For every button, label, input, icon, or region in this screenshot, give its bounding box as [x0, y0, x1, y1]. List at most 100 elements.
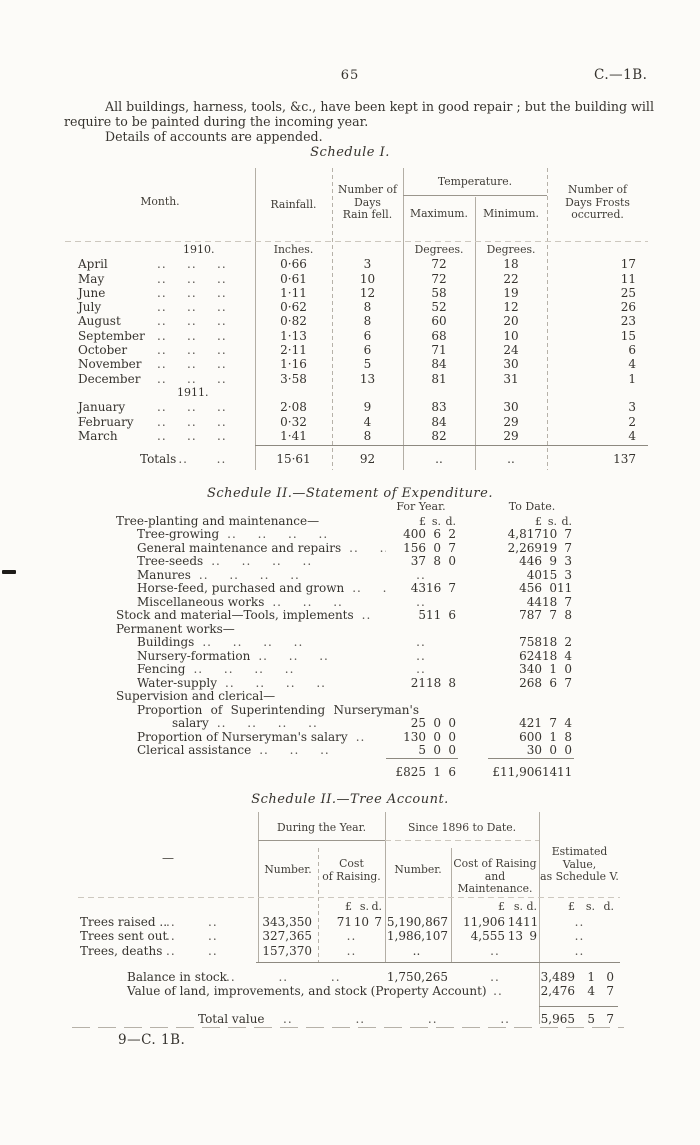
shillings: 18: [542, 594, 558, 609]
frost-days-value: 2: [628, 414, 636, 429]
table-rule: [475, 197, 476, 470]
pence: 7: [374, 914, 382, 929]
rainfall-value: 0·62: [280, 300, 307, 315]
unit-degrees: Degrees.: [414, 243, 464, 256]
table-row: August...... 0·82 8 60 20 23: [65, 314, 648, 328]
table-row: November...... 1·16 5 84 30 4: [65, 357, 648, 371]
shillings-head: s.: [513, 900, 523, 913]
item-label: Horse-feed, purchased and grown: [137, 581, 345, 595]
dot-leader: ..: [157, 314, 167, 329]
schedule2-statement: For Year. To Date. Tree-planting and mai…: [116, 500, 574, 781]
dot-leader: .. .. ..: [226, 970, 341, 984]
dot-leader: ..: [217, 271, 227, 286]
totals-rule: [488, 758, 574, 759]
total-value-row: Total value .. .. .. .. 5,965 5 7: [78, 1012, 620, 1026]
col-header-rainfall: Rainfall.: [270, 198, 317, 211]
pence: 0: [448, 554, 456, 568]
table-rule: [332, 168, 333, 470]
max-temp-value: 72: [431, 271, 447, 286]
group-label: Tree-planting and maintenance—: [116, 513, 320, 528]
totals-label: Totals: [140, 452, 177, 467]
column-heads-row: For Year. To Date.: [116, 500, 572, 514]
col-header-frost-days: Number of Days Frosts occurred.: [565, 183, 630, 221]
item-label: Manures: [137, 567, 191, 582]
blank-value-dots: ..: [574, 914, 585, 929]
expense-row: Horse-feed, purchased and grown .. .. 4316…: [116, 581, 572, 595]
item-label: Fencing: [137, 662, 186, 676]
min-temp-value: 12: [503, 300, 519, 315]
month-label: October: [78, 343, 128, 358]
shillings: 4: [587, 984, 595, 998]
shillings: 6: [549, 675, 557, 690]
pounds: 30: [526, 743, 542, 757]
table-row: July...... 0·62 8 52 12 26: [65, 300, 648, 314]
shillings: 0: [549, 581, 557, 595]
frost-days-value: 26: [620, 300, 636, 315]
rain-days-value: 10: [359, 271, 376, 286]
max-temp-value: 84: [431, 357, 447, 372]
schedule3-title: Schedule II.—Tree Account.: [251, 792, 449, 807]
dot-leader: ..: [355, 729, 366, 744]
totals-rule: [386, 758, 458, 759]
pence: 0: [606, 970, 614, 984]
pence: 9: [529, 929, 537, 943]
row-label: Trees, deaths: [80, 943, 163, 958]
dot-leader: ..: [157, 400, 167, 415]
rainfall-value: 1·16: [280, 357, 307, 372]
item-label: General maintenance and repairs: [137, 540, 342, 555]
table-rule: [258, 840, 385, 841]
lsd-header-row: £ s. d. £ s. d. £ s. d.: [78, 900, 620, 915]
expense-row: Clerical assistance.. .. .. 5 0 0 30 0 0: [116, 743, 572, 757]
month-label: December: [78, 371, 141, 386]
frost-days-value: 4: [628, 357, 636, 372]
during-year-header: During the Year.: [276, 821, 367, 834]
dot-leader: ..: [217, 414, 227, 429]
dot-leader: .. .. .. ..: [193, 662, 295, 676]
shillings: 19: [542, 540, 558, 555]
estimated-value-header: Estimated Value, as Schedule V.: [540, 845, 619, 883]
pound-sign: £: [419, 514, 426, 528]
max-temp-value: 82: [431, 428, 447, 443]
col-header-minimum: Minimum.: [483, 207, 539, 220]
shillings: 11: [426, 608, 442, 622]
pence-head: d.: [526, 900, 537, 913]
dot-leader: .. .. .. ..: [198, 567, 300, 582]
dot-leader: ..: [217, 314, 227, 329]
row-label: Balance in stock: [127, 970, 227, 984]
dot-leader: ..: [217, 257, 227, 272]
expense-row: Water-supply .. .. .. .. 21 18 8 268 6 7: [116, 676, 572, 690]
cost-of-raising-header: Cost of Raising.: [322, 857, 381, 883]
frost-days-value: 17: [620, 257, 636, 272]
max-temp-value: 52: [431, 300, 447, 315]
rain-days-value: 9: [363, 400, 372, 415]
rain-days-value: 5: [363, 357, 372, 372]
dot-leader: ..: [216, 452, 227, 467]
frost-days-value: 11: [620, 271, 636, 286]
group-head-row: Tree-planting and maintenance— £ s. d. £ s.…: [116, 514, 572, 528]
min-temp-value: 30: [503, 400, 519, 415]
dot-leader: .. .. ..: [258, 648, 329, 663]
shillings: 16: [426, 581, 442, 595]
rainfall-value: 3·58: [280, 371, 307, 386]
shillings: 0: [433, 729, 441, 744]
shillings: 5: [587, 1012, 595, 1026]
dot-leader: .. ..: [349, 540, 386, 555]
shillings-head: s.: [359, 900, 369, 913]
table-rule: [539, 1006, 618, 1007]
shillings: 8: [433, 554, 441, 568]
expense-row: Miscellaneous works .. .. .... 44 18 7: [116, 595, 572, 609]
pence: 0: [448, 743, 456, 757]
for-year-header: For Year.: [396, 500, 446, 513]
dot-leader: .. .. ..: [272, 594, 343, 609]
rainfall-value: 1·11: [280, 285, 307, 300]
month-label: May: [78, 271, 105, 286]
number-value: 5,190,867: [386, 914, 448, 929]
table-row: September...... 1·13 6 68 10 15: [65, 329, 648, 343]
shillings: 10: [353, 914, 369, 929]
expense-row: Tree-growing .. .. .. .. 400 6 2 4,817 10 7: [116, 527, 572, 541]
frost-days-value: 3: [628, 400, 636, 415]
year-label: 1911.: [177, 385, 209, 399]
table-rule: [385, 812, 386, 963]
pounds: 37: [410, 554, 426, 568]
blank-value-dots: ..: [416, 648, 426, 663]
